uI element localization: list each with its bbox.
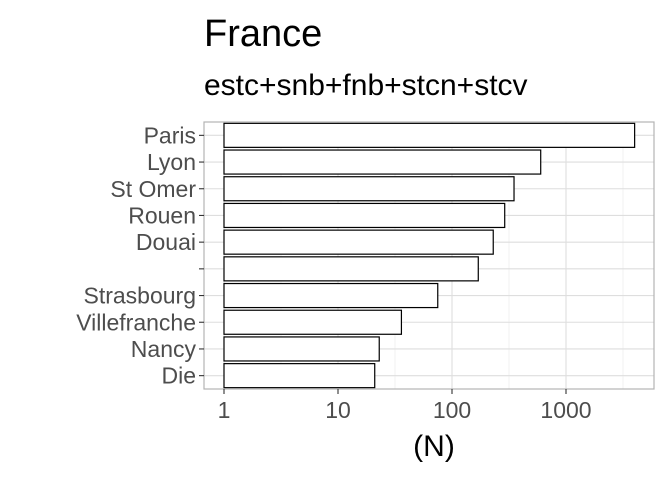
plot-panel bbox=[203, 121, 655, 390]
bar bbox=[223, 149, 542, 175]
y-tick-label: Strasbourg bbox=[83, 283, 196, 309]
bars bbox=[223, 122, 636, 389]
chart-title: France bbox=[204, 13, 322, 55]
y-tick-label: Villefranche bbox=[76, 309, 196, 335]
bar bbox=[223, 176, 515, 202]
bar bbox=[223, 336, 380, 362]
bar bbox=[223, 309, 403, 335]
y-tick-label: Rouen bbox=[128, 202, 196, 228]
bar bbox=[223, 229, 494, 255]
x-tick-label: 1000 bbox=[540, 397, 591, 423]
y-tick-label: Nancy bbox=[131, 336, 197, 362]
y-tick-label: St Omer bbox=[110, 176, 196, 202]
x-tick-label: 10 bbox=[325, 397, 351, 423]
x-tick-label: 1 bbox=[218, 397, 231, 423]
x-axis: 1 10 100 1000 bbox=[218, 389, 592, 423]
y-tick-label: Lyon bbox=[147, 149, 196, 175]
x-axis-label: (N) bbox=[413, 430, 455, 463]
y-tick-label: Douai bbox=[136, 229, 196, 255]
bar bbox=[223, 363, 376, 389]
bar bbox=[223, 282, 439, 309]
chart-subtitle: estc+snb+fnb+stcn+stcv bbox=[204, 69, 528, 102]
x-tick-label: 100 bbox=[433, 397, 471, 423]
bar bbox=[223, 256, 479, 282]
y-tick-label: Die bbox=[161, 363, 196, 389]
y-tick-label: Paris bbox=[144, 122, 196, 148]
bar bbox=[223, 122, 636, 148]
bar bbox=[223, 202, 506, 229]
